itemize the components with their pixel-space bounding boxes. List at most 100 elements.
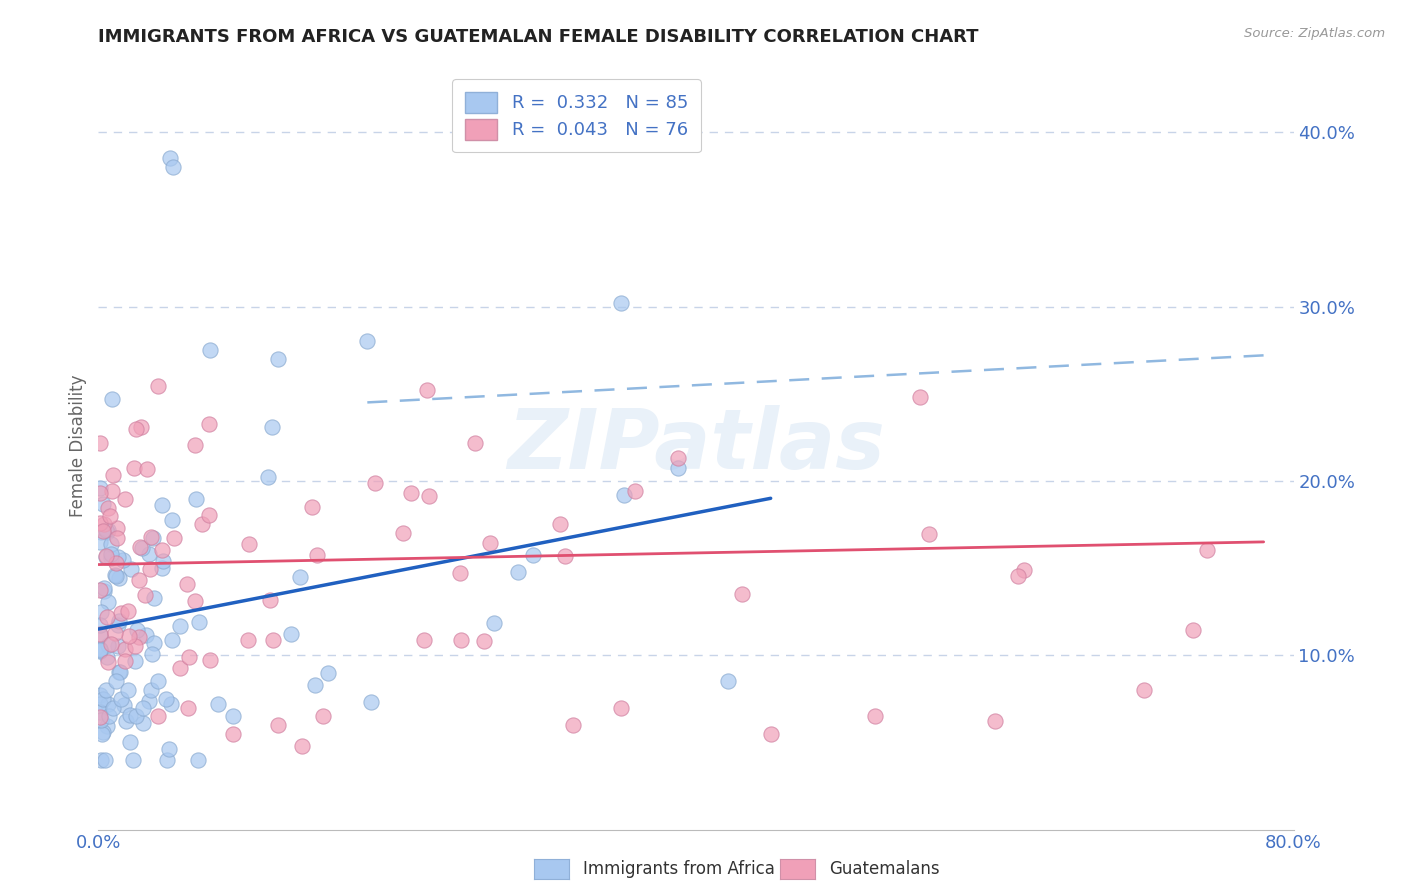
- Point: [89, 436, 111, 450]
- Point: [96, 609, 118, 624]
- Point: [100, 637, 122, 651]
- Point: [416, 383, 439, 397]
- Point: [125, 421, 148, 435]
- Point: [311, 709, 333, 723]
- Point: [100, 547, 122, 561]
- Point: [918, 526, 941, 541]
- Point: [159, 151, 181, 165]
- Point: [124, 654, 146, 668]
- Point: [107, 665, 129, 679]
- Point: [207, 697, 229, 711]
- Point: [135, 628, 157, 642]
- Point: [666, 450, 689, 465]
- Point: [107, 549, 129, 564]
- Point: [96, 549, 118, 564]
- Point: [418, 489, 440, 503]
- Point: [150, 543, 173, 558]
- Point: [110, 691, 132, 706]
- Point: [107, 618, 129, 632]
- Point: [472, 634, 495, 648]
- Point: [105, 674, 128, 689]
- Point: [138, 547, 160, 561]
- Text: ZIPatlas: ZIPatlas: [508, 406, 884, 486]
- Point: [865, 709, 887, 723]
- Point: [100, 551, 122, 566]
- Point: [124, 639, 146, 653]
- Point: [104, 625, 127, 640]
- Point: [360, 695, 382, 709]
- Point: [97, 656, 120, 670]
- Point: [93, 583, 115, 598]
- Point: [89, 642, 111, 657]
- Point: [363, 475, 385, 490]
- Point: [291, 739, 314, 753]
- Point: [131, 541, 153, 556]
- Point: [128, 540, 150, 554]
- Point: [97, 594, 120, 608]
- Point: [666, 461, 689, 475]
- Point: [392, 525, 415, 540]
- Point: [114, 714, 136, 729]
- Point: [96, 650, 118, 665]
- Point: [96, 719, 118, 733]
- Point: [101, 483, 124, 498]
- Text: Source: ZipAtlas.com: Source: ZipAtlas.com: [1244, 27, 1385, 40]
- Point: [136, 462, 159, 476]
- Point: [96, 523, 118, 537]
- Point: [91, 691, 114, 706]
- Point: [105, 521, 128, 535]
- Point: [97, 639, 120, 653]
- Point: [908, 390, 931, 404]
- Point: [108, 571, 131, 585]
- Point: [117, 683, 139, 698]
- Point: [91, 725, 114, 739]
- Point: [89, 627, 111, 641]
- Point: [610, 296, 633, 310]
- Point: [122, 753, 145, 767]
- Point: [139, 683, 162, 698]
- Point: [157, 742, 180, 756]
- Point: [301, 500, 323, 515]
- Point: [1195, 543, 1218, 558]
- Point: [1182, 624, 1205, 638]
- Point: [89, 710, 111, 724]
- Point: [356, 334, 378, 349]
- Point: [101, 468, 124, 483]
- Point: [89, 516, 111, 531]
- Point: [183, 437, 205, 451]
- Point: [89, 535, 111, 549]
- Point: [90, 713, 112, 727]
- Point: [984, 714, 1007, 729]
- Point: [260, 419, 283, 434]
- Point: [288, 570, 311, 584]
- Point: [103, 700, 125, 714]
- Point: [117, 604, 139, 618]
- Point: [155, 691, 177, 706]
- Point: [156, 753, 179, 767]
- Point: [717, 673, 740, 688]
- Point: [97, 500, 120, 515]
- Point: [148, 709, 170, 723]
- Point: [731, 587, 754, 601]
- Point: [114, 654, 136, 668]
- Point: [222, 709, 245, 723]
- Point: [184, 491, 207, 506]
- Point: [100, 392, 122, 407]
- Point: [89, 582, 111, 597]
- Point: [110, 607, 132, 621]
- Y-axis label: Female Disability: Female Disability: [69, 375, 87, 517]
- Point: [90, 605, 112, 619]
- Point: [548, 516, 571, 531]
- Point: [90, 753, 112, 767]
- Point: [236, 633, 259, 648]
- Point: [190, 516, 212, 531]
- Point: [90, 727, 112, 741]
- Point: [118, 708, 141, 723]
- Point: [1133, 683, 1156, 698]
- Point: [128, 573, 150, 587]
- Point: [89, 486, 111, 500]
- Point: [613, 488, 636, 502]
- Point: [478, 536, 501, 550]
- Point: [89, 618, 111, 632]
- Point: [94, 683, 117, 698]
